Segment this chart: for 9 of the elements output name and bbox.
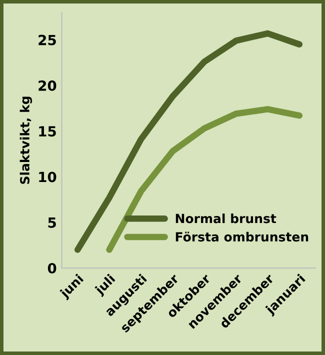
y-axis-title: Slaktvikt, kg	[20, 96, 32, 184]
y-tick-label: 0	[48, 262, 56, 274]
y-tick-label: 20	[38, 80, 56, 91]
y-tick-label: 10	[39, 172, 56, 182]
legend-label: Första ombrunsten	[176, 232, 308, 242]
legend-label: Normal brunst	[176, 214, 276, 224]
y-tick-label: 15	[39, 126, 56, 137]
y-tick-label: 5	[48, 218, 56, 228]
y-tick-label: 25	[38, 34, 56, 46]
